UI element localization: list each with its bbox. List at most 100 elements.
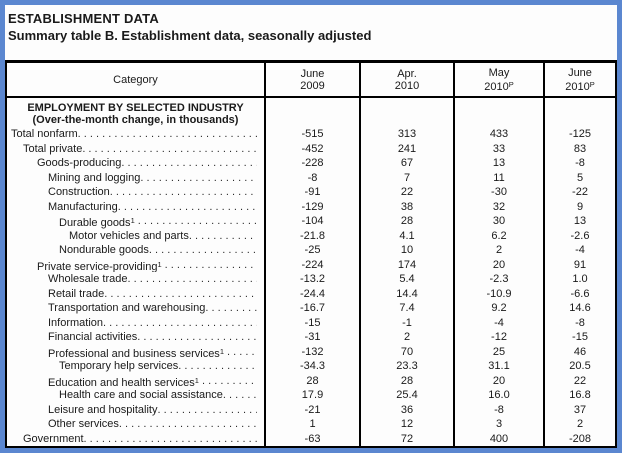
col-header-period: May 2010P bbox=[453, 63, 543, 96]
row-label: Private service-providing1 bbox=[37, 259, 162, 273]
value-cell: -63 bbox=[264, 431, 359, 446]
value-cell: 1 bbox=[264, 417, 359, 432]
value-cell: -452 bbox=[264, 141, 359, 156]
row-label: Other services bbox=[48, 418, 119, 430]
value-cell: 20 bbox=[453, 373, 543, 388]
value-cell: 14.6 bbox=[543, 301, 615, 316]
dot-leader bbox=[104, 287, 257, 302]
value-cell: 22 bbox=[359, 185, 453, 200]
value-cell: 16.8 bbox=[543, 388, 615, 403]
row-category-cell: Information bbox=[7, 316, 264, 331]
value-cell: -129 bbox=[264, 199, 359, 214]
dot-leader bbox=[189, 229, 257, 244]
value-cell: 6.2 bbox=[453, 228, 543, 243]
row-label: Mining and logging bbox=[48, 171, 141, 184]
dot-leader bbox=[118, 200, 257, 215]
section-header: EMPLOYMENT BY SELECTED INDUSTRY (Over-th… bbox=[7, 98, 264, 127]
row-label: Total private bbox=[23, 142, 83, 155]
value-cell: 9 bbox=[543, 199, 615, 214]
section-empty-cell bbox=[359, 98, 453, 127]
dot-leader bbox=[140, 171, 257, 186]
summary-table: Category June 2009 Apr. 2010 May 2010P June 201… bbox=[5, 60, 617, 448]
value-cell: -228 bbox=[264, 156, 359, 171]
value-cell: 30 bbox=[453, 214, 543, 229]
value-cell: -208 bbox=[543, 431, 615, 446]
value-cell: 38 bbox=[359, 199, 453, 214]
section-empty-cell bbox=[264, 98, 359, 127]
row-category-cell: Mining and logging bbox=[7, 171, 264, 186]
value-cell: -34.3 bbox=[264, 359, 359, 374]
dot-leader bbox=[110, 185, 257, 200]
value-cell: 2 bbox=[543, 417, 615, 432]
report-title-block: ESTABLISHMENT DATA Summary table B. Esta… bbox=[5, 5, 617, 60]
dot-leader bbox=[128, 272, 258, 287]
value-cell: 13 bbox=[453, 156, 543, 171]
table-row: Retail trade -24.414.4-10.9-6.6 bbox=[7, 286, 615, 302]
report-kicker: ESTABLISHMENT DATA bbox=[8, 11, 159, 26]
value-cell: 23.3 bbox=[359, 359, 453, 374]
value-cell: 2 bbox=[359, 330, 453, 345]
row-category-cell: Transportation and warehousing bbox=[7, 301, 264, 316]
section-header-line2: (Over-the-month change, in thousands) bbox=[32, 114, 239, 126]
value-cell: 241 bbox=[359, 141, 453, 156]
dot-leader bbox=[223, 388, 257, 403]
value-cell: 7.4 bbox=[359, 301, 453, 316]
table-row: Health care and social assistance 17.925.… bbox=[7, 388, 615, 403]
row-label: Manufacturing bbox=[48, 200, 118, 213]
value-cell: 91 bbox=[543, 257, 615, 272]
dot-leader bbox=[205, 301, 257, 316]
value-cell: 33 bbox=[453, 141, 543, 156]
preliminary-superscript: P bbox=[589, 79, 595, 89]
row-label: Leisure and hospitality bbox=[48, 403, 158, 416]
row-category-cell: Temporary help services bbox=[7, 359, 264, 374]
footnote-superscript: 1 bbox=[157, 259, 162, 269]
row-category-cell: Other services bbox=[7, 417, 264, 432]
row-category-cell: Wholesale trade bbox=[7, 272, 264, 287]
dot-leader bbox=[137, 330, 257, 345]
value-cell: -24.4 bbox=[264, 286, 359, 301]
row-label: Government bbox=[23, 432, 84, 445]
row-category-cell: Health care and social assistance bbox=[7, 388, 264, 403]
row-category-cell: Motor vehicles and parts bbox=[7, 229, 264, 244]
value-cell: 17.9 bbox=[264, 388, 359, 403]
value-cell: -8 bbox=[543, 156, 615, 171]
value-cell: 28 bbox=[359, 373, 453, 388]
footnote-superscript: 1 bbox=[219, 346, 224, 356]
dot-leader bbox=[82, 142, 257, 157]
value-cell: -2.3 bbox=[453, 272, 543, 287]
value-cell: -12 bbox=[453, 330, 543, 345]
value-cell: -15 bbox=[264, 315, 359, 330]
row-label: Health care and social assistance bbox=[59, 389, 223, 401]
row-label: Motor vehicles and parts bbox=[69, 229, 189, 242]
value-cell: 7 bbox=[359, 170, 453, 185]
row-label: Financial activities bbox=[48, 331, 138, 343]
value-cell: -25 bbox=[264, 243, 359, 258]
value-cell: 67 bbox=[359, 156, 453, 171]
value-cell: -31 bbox=[264, 330, 359, 345]
dot-leader bbox=[121, 156, 257, 171]
value-cell: 1.0 bbox=[543, 272, 615, 287]
value-cell: -10.9 bbox=[453, 286, 543, 301]
table-row: Transportation and warehousing -16.77.49.… bbox=[7, 301, 615, 316]
footnote-superscript: 1 bbox=[194, 375, 199, 385]
value-cell: 13 bbox=[543, 214, 615, 229]
value-cell: -15 bbox=[543, 330, 615, 345]
value-cell: 37 bbox=[543, 402, 615, 417]
col-header-period: June 2009 bbox=[264, 63, 359, 96]
row-label: Transportation and warehousing bbox=[48, 302, 206, 314]
value-cell: -8 bbox=[453, 402, 543, 417]
value-cell: 25 bbox=[453, 344, 543, 359]
value-cell: -22 bbox=[543, 185, 615, 200]
row-label: Temporary help services bbox=[59, 360, 179, 372]
row-category-cell: Professional and business services1 bbox=[7, 345, 264, 360]
value-cell: -104 bbox=[264, 214, 359, 229]
value-cell: 14.4 bbox=[359, 286, 453, 301]
value-cell: 313 bbox=[359, 127, 453, 142]
row-category-cell: Private service-providing1 bbox=[7, 258, 264, 273]
value-cell: -6.6 bbox=[543, 286, 615, 301]
